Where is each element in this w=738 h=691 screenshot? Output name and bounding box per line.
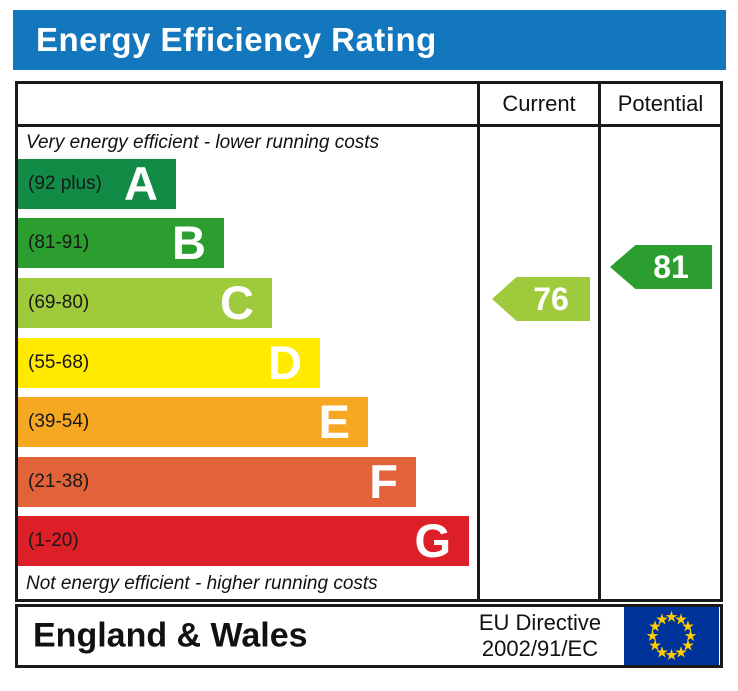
top-note: Very energy efficient - lower running co… [26, 132, 380, 153]
potential-column-header: Potential [617, 91, 704, 116]
potential-rating-arrow: 81 [610, 245, 712, 289]
current-rating-arrow: 76 [492, 277, 590, 321]
band-range: (1-20) [28, 530, 79, 551]
band-range: (69-80) [28, 292, 90, 313]
chart-title: Energy Efficiency Rating [36, 21, 437, 58]
band-letter: B [172, 216, 206, 269]
band-letter: A [124, 157, 158, 210]
bottom-note: Not energy efficient - higher running co… [26, 573, 378, 594]
potential-rating-value: 81 [653, 248, 689, 285]
current-rating-value: 76 [533, 280, 569, 317]
band-range: (21-38) [28, 471, 90, 492]
band-row-d: (55-68) D [18, 338, 320, 388]
band-row-g: (1-20) G [18, 516, 469, 566]
band-range: (92 plus) [28, 173, 102, 194]
current-column-divider [477, 84, 480, 599]
band-range: (81-91) [28, 232, 90, 253]
eu-directive-line1: EU Directive [478, 610, 602, 635]
eu-directive-line2: 2002/91/EC [481, 636, 599, 661]
current-column-header: Current [502, 91, 576, 116]
band-row-c: (69-80) C [18, 278, 272, 328]
band-letter: E [318, 395, 350, 448]
footer-bar: England & Wales EU Directive 2002/91/EC [15, 604, 723, 668]
band-row-f: (21-38) F [18, 457, 416, 507]
header-row-divider [18, 124, 720, 127]
band-range: (55-68) [28, 352, 90, 373]
eu-directive-label: EU Directive 2002/91/EC [468, 610, 612, 662]
rating-table-frame [15, 81, 723, 602]
band-range: (39-54) [28, 411, 90, 432]
band-row-a: (92 plus) A [18, 159, 176, 209]
band-letter: D [268, 336, 302, 389]
band-letter: G [414, 514, 451, 567]
band-row-e: (39-54) E [18, 397, 368, 447]
potential-column-divider [598, 84, 601, 599]
chart-title-bar: Energy Efficiency Rating [13, 10, 726, 70]
band-letter: F [369, 455, 398, 508]
band-letter: C [220, 276, 254, 329]
eu-flag-icon [624, 607, 719, 665]
band-row-b: (81-91) B [18, 218, 224, 268]
region-label: England & Wales [33, 616, 308, 655]
